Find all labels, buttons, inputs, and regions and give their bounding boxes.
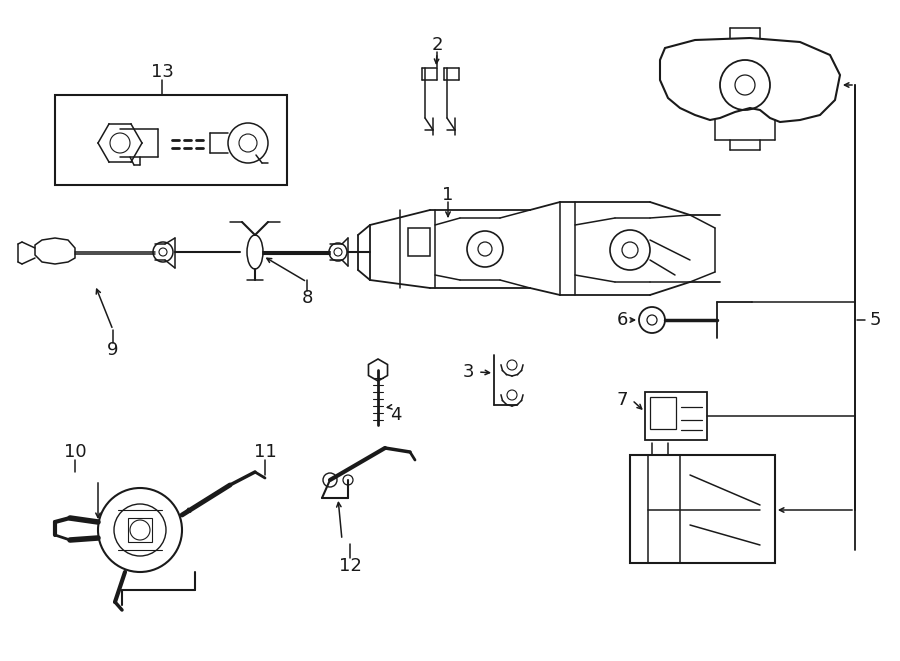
Text: 12: 12	[338, 557, 362, 575]
Text: 5: 5	[869, 311, 881, 329]
Text: 1: 1	[442, 186, 454, 204]
Text: 4: 4	[391, 406, 401, 424]
Bar	[630, 455, 775, 563]
Text: 9: 9	[107, 341, 119, 359]
Bar	[408, 228, 430, 256]
Text: 11: 11	[254, 443, 276, 461]
Bar	[650, 397, 676, 429]
Bar	[128, 518, 152, 542]
Text: 13: 13	[150, 63, 174, 81]
Text: 3: 3	[463, 363, 473, 381]
Bar	[55, 95, 287, 185]
Bar	[645, 392, 707, 440]
Text: 8: 8	[302, 289, 312, 307]
Text: 6: 6	[616, 311, 627, 329]
Text: 7: 7	[616, 391, 628, 409]
Text: 2: 2	[431, 36, 443, 54]
Text: 10: 10	[64, 443, 86, 461]
